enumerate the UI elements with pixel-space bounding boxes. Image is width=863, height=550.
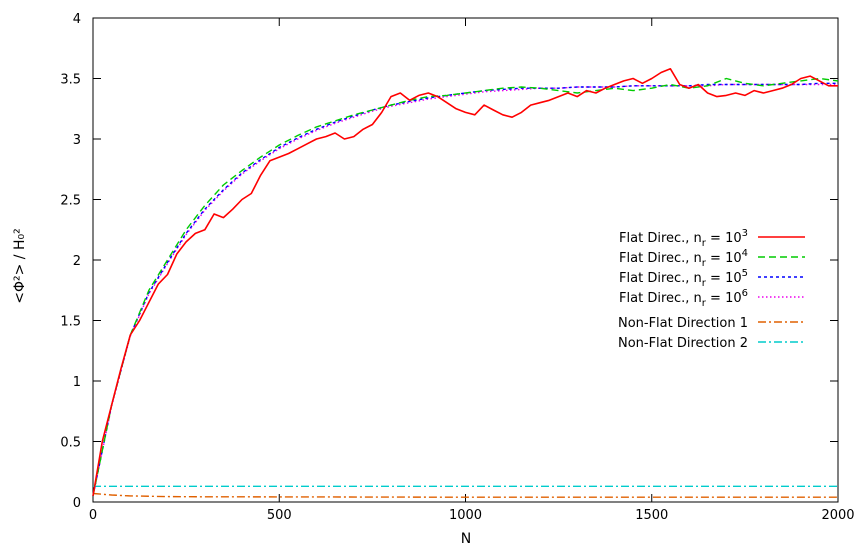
series-line-5 — [92, 492, 838, 498]
legend-label-text: Flat Direc., n — [619, 271, 702, 286]
legend-label-3: Flat Direc., nr = 105 — [619, 268, 748, 289]
y-tick-label: 0 — [73, 496, 81, 511]
legend-superscript: 4 — [742, 248, 748, 259]
legend-subscript: r — [702, 278, 707, 289]
y-axis-label: <Φ²> / H₀² — [12, 228, 28, 303]
legend-superscript: 6 — [742, 288, 748, 299]
y-tick-label: 0.5 — [60, 436, 81, 451]
x-tick-label: 0 — [89, 508, 97, 523]
legend-label-text: Flat Direc., n — [619, 231, 702, 246]
legend-label-mid: = 10 — [706, 291, 742, 306]
series-line-3 — [92, 82, 838, 497]
x-tick-label: 1000 — [449, 508, 482, 523]
legend-label-2: Flat Direc., nr = 104 — [619, 248, 748, 269]
series-line-4 — [92, 83, 838, 497]
legend-subscript: r — [702, 258, 707, 269]
y-tick-label: 3.5 — [60, 73, 81, 88]
legend-subscript: r — [702, 238, 707, 249]
legend-label-mid: = 10 — [706, 271, 742, 286]
legend-label-5: Non-Flat Direction 1 — [618, 316, 748, 331]
y-tick-label: 2.5 — [60, 194, 81, 209]
legend-label-text: Non-Flat Direction 2 — [618, 336, 748, 351]
legend-label-text: Flat Direc., n — [619, 291, 702, 306]
legend-label-mid: = 10 — [706, 231, 742, 246]
y-tick-label: 1.5 — [60, 315, 81, 330]
x-tick-label: 2000 — [821, 508, 854, 523]
y-tick-label: 1 — [73, 375, 81, 390]
y-tick-label: 4 — [73, 12, 81, 27]
x-tick-label: 500 — [267, 508, 292, 523]
series-line-2 — [92, 77, 839, 497]
legend-label-text: Flat Direc., n — [619, 251, 702, 266]
series-line-1 — [92, 68, 838, 497]
axes: 0 500 1000 1500 2000 0 0.5 1 1.5 2 2.5 3 3.5 4 — [60, 12, 854, 523]
legend-superscript: 3 — [742, 228, 748, 239]
legend-label-text: Non-Flat Direction 1 — [618, 316, 748, 331]
legend-label-mid: = 10 — [706, 251, 742, 266]
y-tick-label: 3 — [73, 133, 81, 148]
x-tick-label: 1500 — [635, 508, 668, 523]
legend-superscript: 5 — [742, 268, 748, 279]
legend-label-1: Flat Direc., nr = 103 — [619, 228, 748, 249]
y-axis-label-group: <Φ²> / H₀² — [12, 228, 28, 303]
x-axis-label: N — [461, 531, 471, 547]
legend-label-6: Non-Flat Direction 2 — [618, 336, 748, 351]
y-tick-label: 2 — [73, 254, 81, 269]
legend-subscript: r — [702, 298, 707, 309]
legend-label-4: Flat Direc., nr = 106 — [619, 288, 748, 309]
series-group — [92, 68, 839, 498]
